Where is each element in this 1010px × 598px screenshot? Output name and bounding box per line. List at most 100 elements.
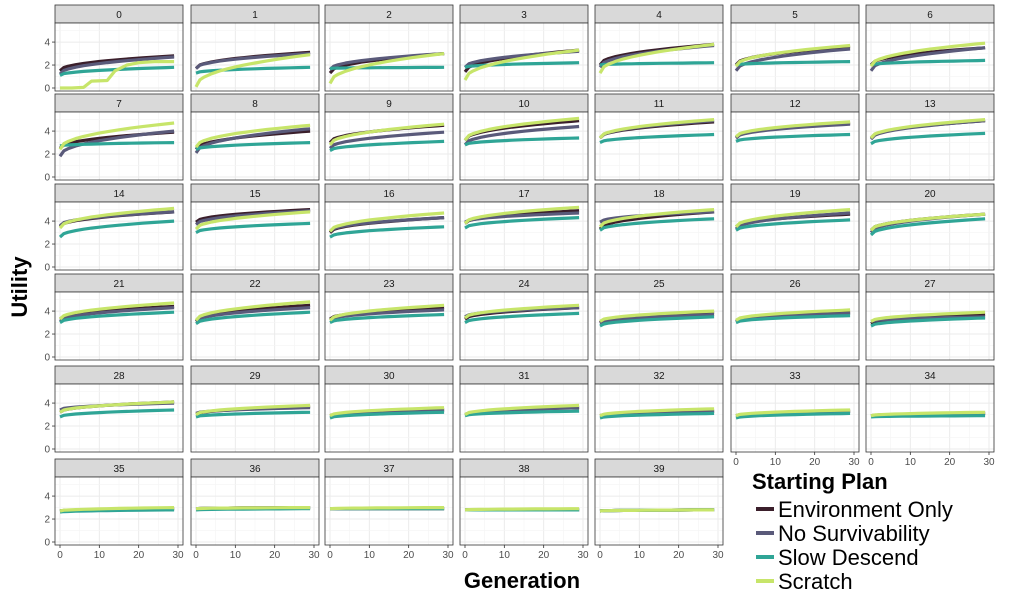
- series-line-scratch: [464, 303, 580, 320]
- facet-panel-22: 22: [190, 273, 320, 361]
- series-line-no-survivability: [195, 306, 311, 323]
- panel-border: [865, 22, 995, 92]
- facet-panel-8: 8: [190, 93, 320, 181]
- y-tick-label: 4: [44, 307, 50, 318]
- legend-label: No Survivability: [778, 521, 930, 546]
- series-line-scratch: [463, 48, 580, 81]
- series-line-slow-descend: [735, 314, 851, 325]
- x-axis-title: Generation: [464, 568, 580, 593]
- gridlines: [866, 202, 994, 270]
- facet-panel-32: 32: [594, 365, 724, 453]
- facet-label: 22: [249, 279, 261, 290]
- legend-entry-no-survivability: No Survivability: [756, 521, 930, 546]
- x-tick-label: 30: [983, 457, 995, 468]
- series-line-no-survivability: [194, 52, 311, 70]
- gridlines: [731, 112, 859, 180]
- series-line-scratch: [598, 118, 715, 140]
- panel-border: [459, 201, 589, 271]
- series-line-scratch: [329, 406, 445, 418]
- series-line-scratch: [599, 407, 715, 418]
- x-tick-label: 10: [499, 550, 511, 561]
- gridlines: [731, 23, 859, 91]
- series-line-scratch: [869, 212, 986, 232]
- legend-entry-slow-descend: Slow Descend: [756, 545, 919, 570]
- series-line-scratch: [463, 116, 580, 142]
- panel-border: [324, 111, 454, 181]
- panel-border: [730, 291, 860, 361]
- x-tick-label: 20: [673, 550, 685, 561]
- series-line-scratch: [59, 400, 175, 414]
- series-line-scratch: [734, 43, 851, 68]
- series-line-scratch: [194, 300, 311, 322]
- facet-panel-23: 23: [324, 273, 454, 361]
- series-line-scratch: [598, 208, 715, 228]
- facet-panel-0: 0 0 2 4: [44, 4, 184, 95]
- facet-label: 39: [653, 464, 665, 475]
- panel-border: [730, 383, 860, 453]
- facet-panel-38: 38 0 10 20 30: [459, 458, 589, 561]
- facet-panel-33: 33 0 10 20 30: [730, 365, 860, 468]
- y-tick-label: 0: [44, 353, 50, 364]
- panel-border: [190, 383, 320, 453]
- x-tick-label: 0: [597, 550, 603, 561]
- series-line-scratch: [463, 205, 580, 225]
- series-line-scratch: [599, 309, 715, 323]
- series-line-slow-descend: [329, 65, 445, 71]
- gridlines: [866, 384, 994, 452]
- y-tick-label: 2: [44, 150, 50, 161]
- series-line-slow-descend: [870, 131, 986, 146]
- x-tick-label: 0: [327, 550, 333, 561]
- series-line-scratch: [58, 301, 175, 321]
- series-line-slow-descend: [599, 315, 715, 328]
- y-tick-label: 2: [44, 422, 50, 433]
- x-tick-label: 0: [462, 550, 468, 561]
- panel-border: [730, 22, 860, 92]
- series-line-slow-descend: [464, 136, 580, 147]
- gridlines: [55, 112, 183, 180]
- series-line-scratch: [329, 506, 445, 511]
- panel-border: [324, 383, 454, 453]
- y-tick-label: 0: [44, 84, 50, 95]
- facet-panel-4: 4: [594, 4, 724, 92]
- y-tick-label: 4: [44, 38, 50, 49]
- facet-panel-13: 13: [865, 93, 995, 181]
- facet-label: 33: [789, 371, 801, 382]
- series-line-slow-descend: [59, 408, 175, 419]
- legend-entry-scratch: Scratch: [756, 569, 853, 594]
- panel-border: [54, 201, 184, 271]
- series-line-slow-descend: [464, 311, 580, 325]
- legend-entry-environment-only: Environment Only: [756, 497, 953, 522]
- facet-panel-19: 19: [730, 183, 860, 271]
- series-line-slow-descend: [464, 61, 580, 69]
- facet-label: 20: [924, 189, 936, 200]
- series-line-no-survivability: [599, 312, 715, 326]
- facet-label: 11: [654, 99, 665, 110]
- x-tick-label: 20: [944, 457, 956, 468]
- panel-border: [190, 111, 320, 181]
- x-tick-label: 10: [905, 457, 917, 468]
- series-line-slow-descend: [58, 219, 175, 239]
- facet-panel-3: 3: [459, 4, 589, 92]
- panel-border: [54, 22, 184, 92]
- facet-label: 23: [383, 279, 395, 290]
- panel-border: [459, 383, 589, 453]
- facet-label: 32: [653, 371, 665, 382]
- panel-border: [459, 291, 589, 361]
- series-line-scratch: [195, 403, 311, 417]
- gridlines: [191, 202, 319, 270]
- series-line-scratch: [328, 211, 445, 233]
- facet-label: 5: [792, 10, 798, 21]
- gridlines: [325, 477, 453, 545]
- facet-label: 4: [656, 10, 662, 21]
- series-line-no-survivability: [194, 127, 311, 154]
- panel-border: [54, 291, 184, 361]
- facet-label: 21: [113, 279, 125, 290]
- x-tick-label: 0: [733, 457, 739, 468]
- series-line-slow-descend: [195, 141, 311, 151]
- facet-panel-25: 25: [594, 273, 724, 361]
- facet-panel-6: 6: [865, 4, 995, 92]
- facet-label: 26: [789, 279, 801, 290]
- facet-panel-34: 34 0 10 20 30: [865, 365, 995, 468]
